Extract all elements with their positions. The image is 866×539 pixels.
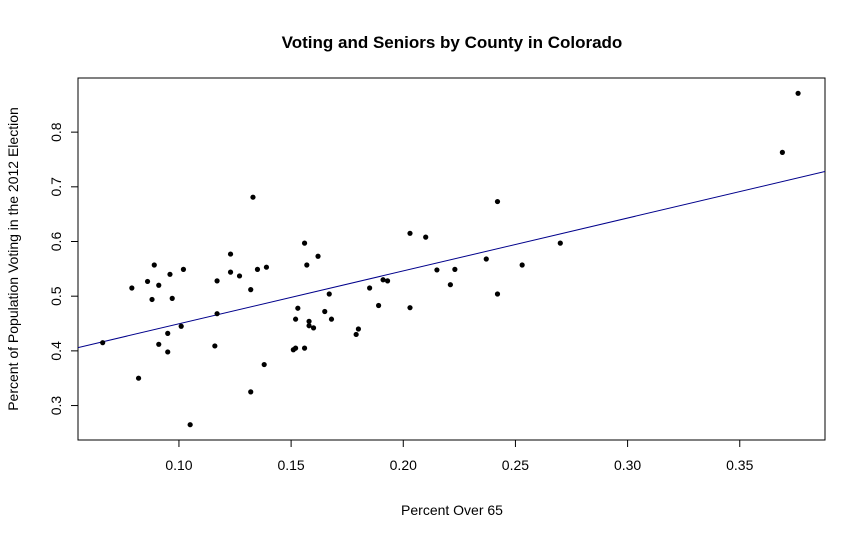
x-tick-label: 0.25	[502, 457, 529, 473]
data-point	[156, 341, 162, 347]
data-point	[167, 271, 173, 277]
data-point	[326, 291, 332, 297]
plot-frame	[77, 77, 826, 441]
y-tick-label: 0.3	[48, 396, 64, 416]
data-point	[187, 422, 193, 428]
x-tick-label: 0.20	[390, 457, 417, 473]
data-point	[178, 323, 184, 329]
chart-title: Voting and Seniors by County in Colorado	[282, 33, 623, 52]
data-point	[494, 198, 501, 205]
y-axis: 0.3 0.4 0.5 0.6 0.7 0.8	[48, 122, 79, 416]
data-point	[292, 345, 299, 351]
data-point	[315, 253, 321, 259]
x-tick-label: 0.15	[277, 457, 304, 473]
data-point	[180, 266, 187, 272]
data-point	[236, 273, 243, 279]
data-point	[227, 251, 234, 257]
data-point	[304, 262, 310, 268]
data-point	[322, 308, 328, 315]
data-point	[306, 323, 312, 329]
data-point	[375, 302, 382, 309]
data-point	[434, 267, 440, 273]
data-point	[212, 343, 218, 349]
data-point	[263, 264, 270, 270]
data-point	[310, 325, 317, 331]
data-point	[301, 240, 308, 246]
data-point	[214, 278, 220, 284]
data-point	[149, 296, 155, 303]
data-point	[248, 287, 254, 293]
x-axis: 0.10 0.15 0.20 0.25 0.30 0.35	[165, 439, 754, 473]
data-point	[135, 375, 142, 381]
data-point	[169, 295, 175, 301]
data-point	[328, 316, 335, 322]
data-point	[483, 256, 489, 262]
data-point	[100, 340, 106, 346]
data-point	[295, 305, 301, 311]
data-point	[519, 262, 525, 268]
data-point	[248, 389, 254, 395]
x-tick-label: 0.30	[614, 457, 641, 473]
y-tick-label: 0.8	[48, 122, 64, 142]
data-point	[227, 269, 234, 275]
data-point	[306, 318, 312, 324]
regression-line	[78, 171, 825, 349]
data-point	[447, 282, 453, 288]
data-point	[129, 285, 135, 291]
y-axis-label: Percent of Population Voting in the 2012…	[5, 107, 21, 411]
data-point	[151, 262, 157, 268]
y-tick-label: 0.7	[48, 177, 64, 197]
data-point	[494, 291, 501, 297]
data-point	[407, 305, 413, 311]
data-point	[165, 349, 171, 355]
data-point	[301, 345, 308, 351]
data-point	[795, 90, 801, 96]
data-point	[423, 234, 429, 240]
x-tick-label: 0.10	[165, 457, 192, 473]
data-point	[452, 266, 458, 272]
data-point	[214, 311, 220, 317]
data-point	[261, 361, 267, 368]
data-point	[355, 326, 362, 332]
data-point	[165, 330, 171, 336]
data-point	[250, 194, 256, 200]
data-point	[156, 282, 162, 288]
data-points	[100, 90, 801, 428]
y-tick-label: 0.5	[48, 286, 64, 306]
x-tick-label: 0.35	[726, 457, 753, 473]
data-point	[353, 331, 359, 338]
data-point	[380, 277, 386, 283]
data-point	[779, 149, 785, 155]
data-point	[557, 240, 563, 246]
y-tick-label: 0.6	[48, 232, 64, 252]
data-point	[254, 266, 261, 272]
plot-area	[78, 90, 825, 428]
data-point	[144, 278, 151, 285]
y-tick-label: 0.4	[48, 341, 64, 361]
x-axis-label: Percent Over 65	[401, 502, 503, 518]
data-point	[407, 230, 413, 236]
data-point	[384, 278, 391, 284]
data-point	[292, 316, 299, 322]
data-point	[367, 285, 373, 291]
